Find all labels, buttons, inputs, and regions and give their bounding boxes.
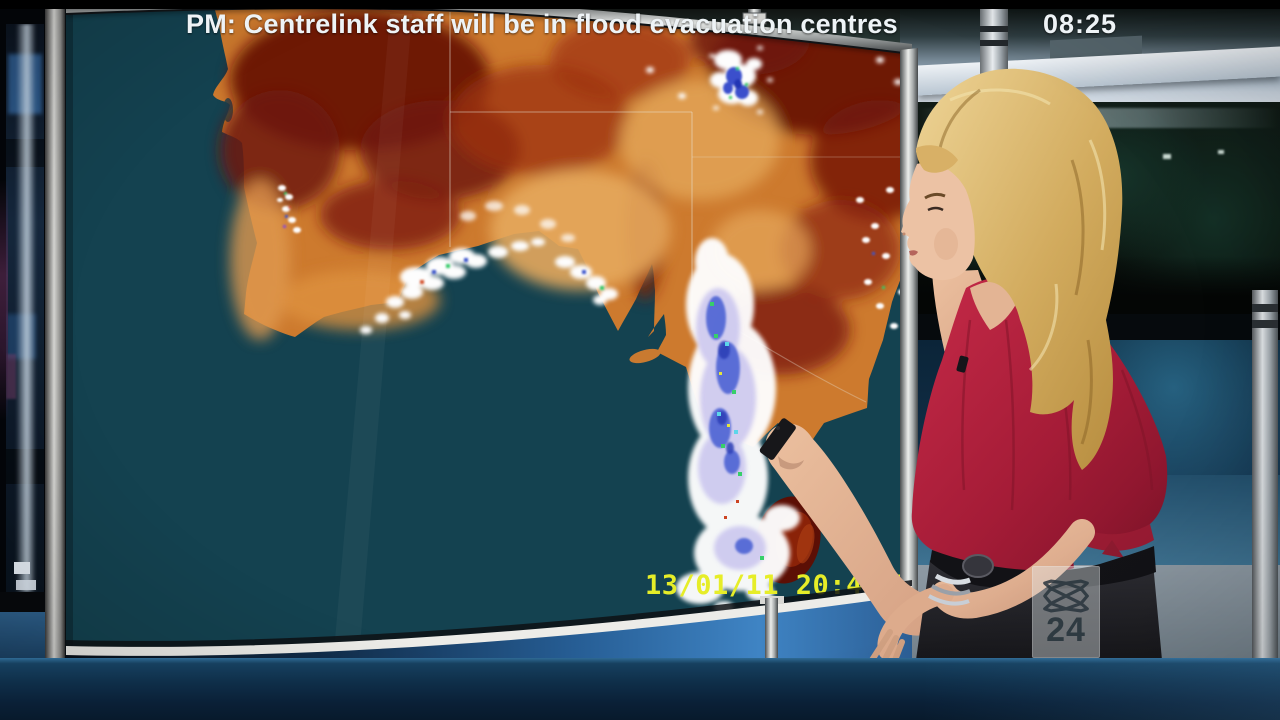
remote-button	[776, 426, 780, 430]
monitor-glare	[16, 24, 36, 592]
belt-buckle	[962, 554, 994, 578]
pole-band	[980, 40, 1008, 46]
state-borders	[449, 12, 912, 403]
hair-fringe	[916, 145, 958, 173]
monitor-purple-glow	[6, 354, 16, 399]
presenter-fingers	[778, 456, 804, 470]
side-monitor-column	[0, 0, 65, 662]
pole-band	[1252, 320, 1278, 328]
pole-band	[980, 26, 1008, 32]
watermark-number: 24	[1046, 610, 1086, 649]
monitor-highlight	[14, 562, 30, 574]
under-screen-glow	[66, 595, 912, 660]
screen-frame-left	[45, 6, 65, 658]
side-monitor	[6, 24, 44, 592]
cuff-bow	[1102, 540, 1124, 558]
cheek-shading	[934, 228, 958, 260]
presenter-lips	[909, 250, 918, 256]
presenter-hair	[916, 68, 1123, 470]
lapel-mic	[956, 355, 969, 373]
ticker-headline: PM: Centrelink staff will be in flood ev…	[186, 9, 898, 39]
coastal-clouds	[360, 57, 902, 334]
frame-bottom-shadow	[66, 580, 912, 648]
sleeve-cuff	[1086, 524, 1154, 551]
rain-band-specks	[710, 302, 764, 560]
edge-tint	[0, 180, 8, 420]
fingers-left	[869, 629, 905, 660]
coastal-cloud-specks	[420, 258, 604, 290]
belt	[930, 546, 1156, 590]
mount-collar	[742, 12, 767, 25]
remote-clicker	[759, 418, 796, 460]
screen-inner-shadow	[66, 14, 73, 646]
pole-band	[1252, 304, 1278, 312]
storm-cell	[709, 46, 773, 114]
glass-glare	[335, 14, 412, 646]
side-monitor-bezel	[0, 592, 45, 612]
presenter-brow	[924, 192, 946, 200]
presenter	[759, 68, 1168, 660]
presenter-hand-left	[877, 584, 954, 660]
presenter-eye	[927, 206, 944, 212]
nostril	[902, 232, 906, 236]
ticker-bar	[0, 658, 1280, 720]
channel-watermark: 24	[1032, 566, 1100, 658]
rain-band	[676, 238, 800, 618]
hair-shadows	[938, 88, 1093, 445]
screen-frame-bottom	[66, 586, 912, 657]
presenter-arm-pointing	[765, 423, 938, 636]
abc-lissajous-icon	[1043, 579, 1089, 613]
ticker-clock: 08:25	[1043, 9, 1118, 39]
kangaroo-island	[629, 348, 661, 364]
studio-right-pole	[1252, 290, 1278, 662]
terrain-shading	[220, 8, 912, 375]
shark-bay-inlet	[223, 98, 233, 122]
screen-stand-pole	[765, 598, 778, 660]
side-blue-panel	[0, 612, 45, 658]
frame-seam	[65, 7, 913, 55]
west-coast-echo	[277, 185, 301, 233]
weather-screen: 13/01/11 20:40UT	[65, 0, 918, 660]
newsroom-light	[1218, 150, 1224, 154]
monitor-highlight	[16, 580, 36, 590]
hair-highlights	[949, 88, 1107, 372]
bangles	[928, 573, 971, 606]
letterbox-top-bar	[0, 0, 1280, 9]
newsroom-light	[1163, 154, 1171, 159]
presenter-face	[901, 162, 975, 281]
